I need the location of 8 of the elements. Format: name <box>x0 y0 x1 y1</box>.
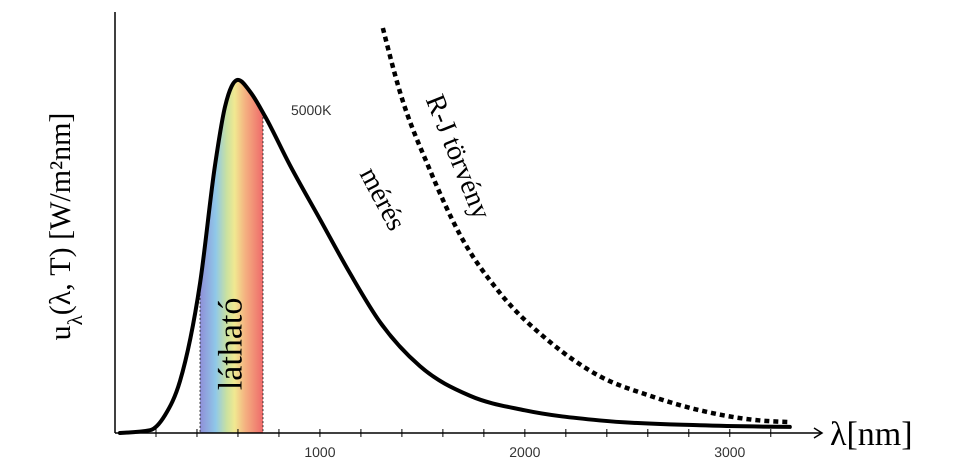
text: R-J törvény <box>418 90 497 224</box>
x-tick-label: 1000 <box>304 444 336 460</box>
x-tick-label: 2000 <box>509 444 541 460</box>
annotation: 5000K <box>290 102 332 118</box>
text: mérés <box>352 162 412 236</box>
band-label: látható <box>212 298 250 390</box>
x-axis-title: λ[nm] <box>830 416 913 453</box>
x-tick-label: 3000 <box>714 444 746 460</box>
